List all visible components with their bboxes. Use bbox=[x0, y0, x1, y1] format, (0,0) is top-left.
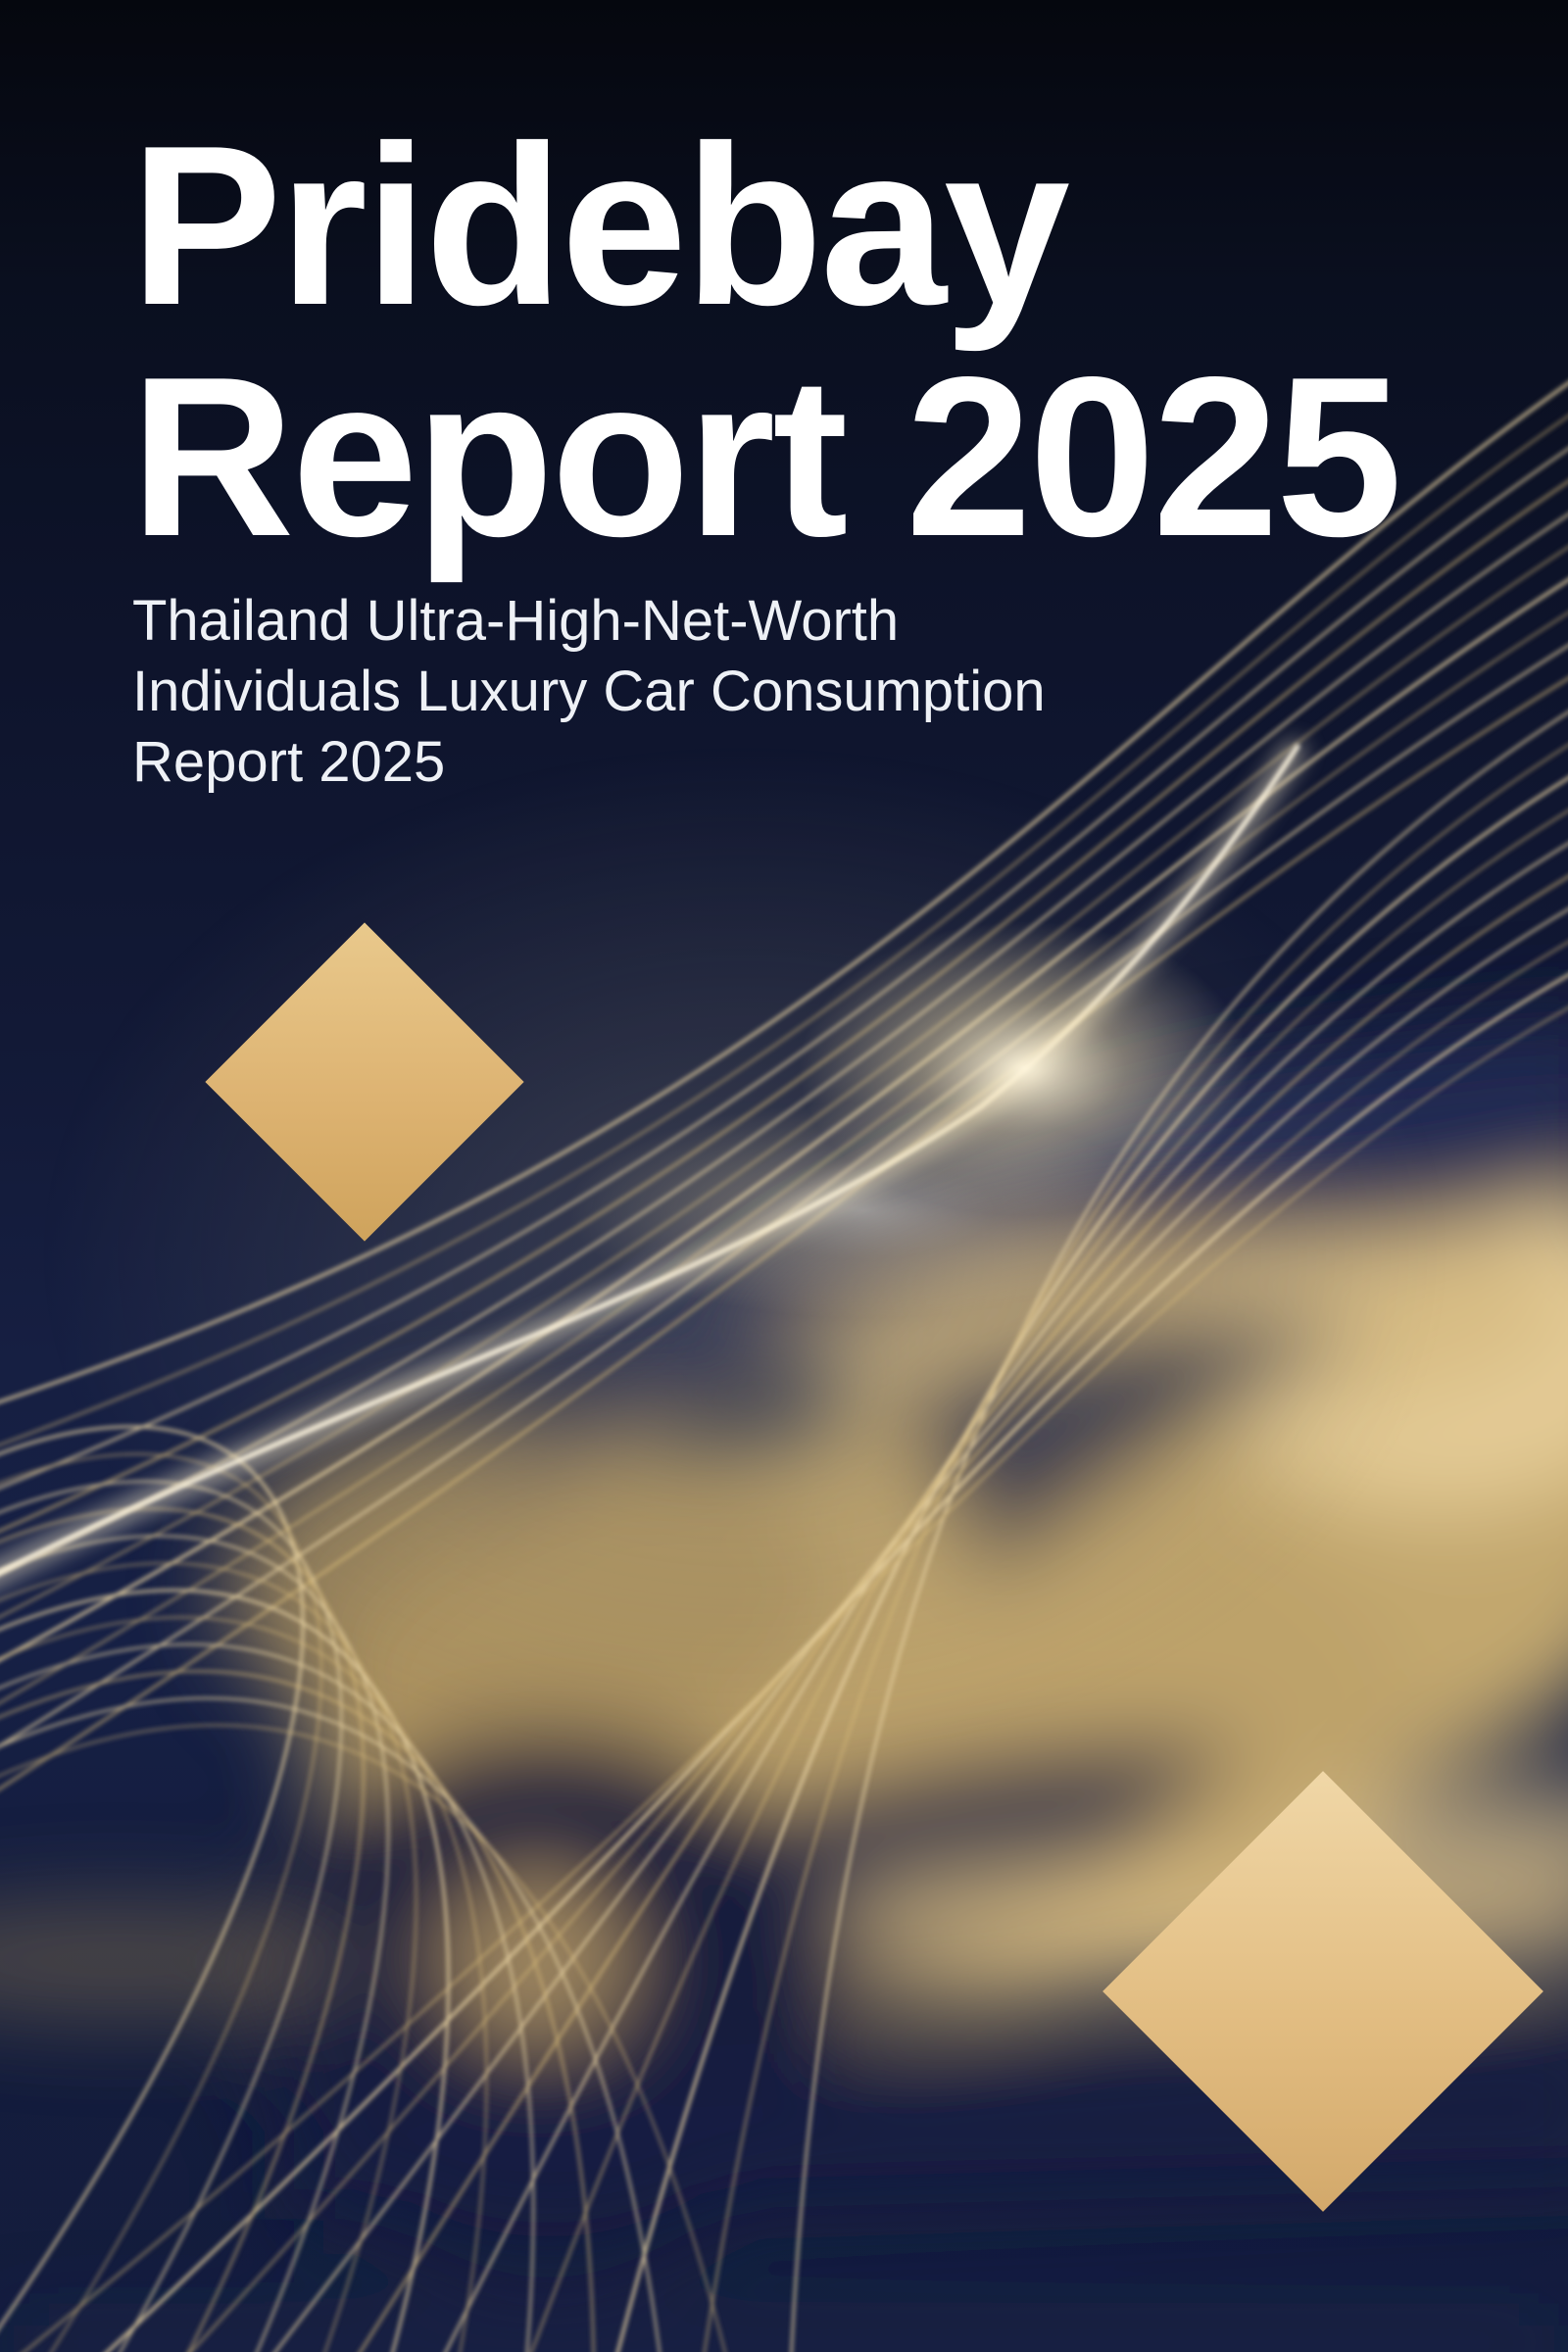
report-subtitle: Thailand Ultra-High-Net-Worth Individual… bbox=[132, 586, 1046, 798]
light-ridge bbox=[0, 740, 1306, 1583]
subtitle-line-3: Report 2025 bbox=[132, 730, 446, 794]
subtitle-line-1: Thailand Ultra-High-Net-Worth bbox=[132, 589, 900, 653]
title-line-1: Pridebay bbox=[130, 99, 1070, 353]
subtitle-line-2: Individuals Luxury Car Consumption bbox=[132, 660, 1046, 723]
report-title: Pridebay Report 2025 bbox=[130, 99, 1402, 584]
title-line-2: Report 2025 bbox=[130, 330, 1402, 584]
